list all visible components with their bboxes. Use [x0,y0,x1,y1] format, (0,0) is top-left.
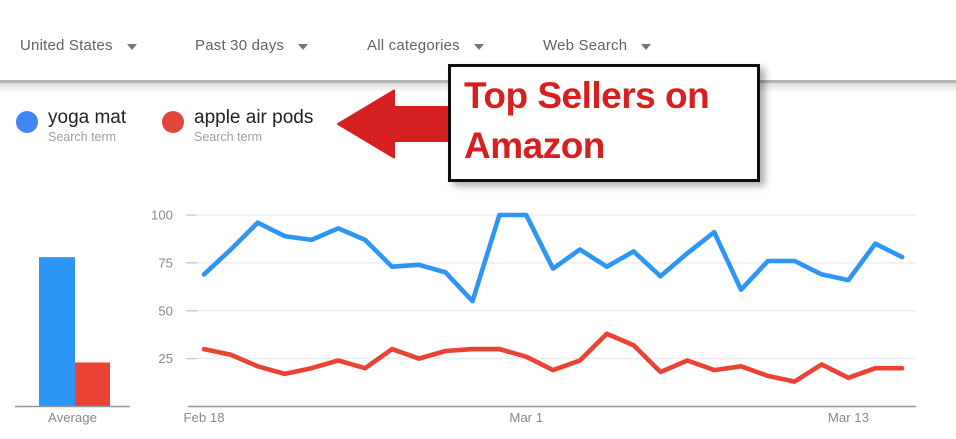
series-color-dot-red [162,111,184,133]
chevron-down-icon [298,43,309,50]
legend-item-apple-air-pods: apple air pods Search term [162,107,313,145]
annotation-arrow-icon [337,89,451,159]
chevron-down-icon [641,43,652,50]
legend-item-yoga-mat: yoga mat Search term [16,107,126,145]
annotation-text-line2: Amazon [464,125,605,166]
average-label: Average [48,410,97,425]
search-type-dropdown-label: Web Search [543,37,628,54]
average-bar-yoga-mat [39,257,75,407]
y-tick-label: 50 [158,303,173,318]
chevron-down-icon [126,43,137,50]
legend-sublabel: Search term [48,130,117,144]
x-tick-label: Feb 18 [183,410,224,425]
x-tick-label: Mar 13 [828,410,869,425]
region-dropdown[interactable]: United States [20,37,137,54]
time-range-dropdown[interactable]: Past 30 days [195,37,309,54]
annotation-text-line1: Top Sellers on [464,75,710,116]
legend-term: yoga mat [48,107,127,128]
legend-sublabel: Search term [194,130,263,144]
x-tick-label: Mar 1 [509,410,543,425]
series-color-dot-blue [16,111,38,133]
trend-line-apple-air-pods [201,331,905,384]
time-range-dropdown-label: Past 30 days [195,37,285,54]
trend-line-yoga-mat [201,212,905,304]
y-tick-label: 25 [158,351,173,366]
category-dropdown-label: All categories [367,37,460,54]
annotation-box: Top Sellers on Amazon [448,64,760,182]
search-type-dropdown[interactable]: Web Search [543,37,652,54]
chevron-down-icon [473,43,484,50]
average-bar-apple-air-pods [75,362,110,407]
legend-term: apple air pods [194,107,314,128]
trends-chart[interactable]: 25 50 75 100 Feb 18 Mar 1 Mar 13 Average [0,195,956,439]
region-dropdown-label: United States [20,37,113,54]
category-dropdown[interactable]: All categories [367,37,484,54]
y-tick-label: 100 [151,208,173,223]
y-tick-label: 75 [158,255,173,270]
